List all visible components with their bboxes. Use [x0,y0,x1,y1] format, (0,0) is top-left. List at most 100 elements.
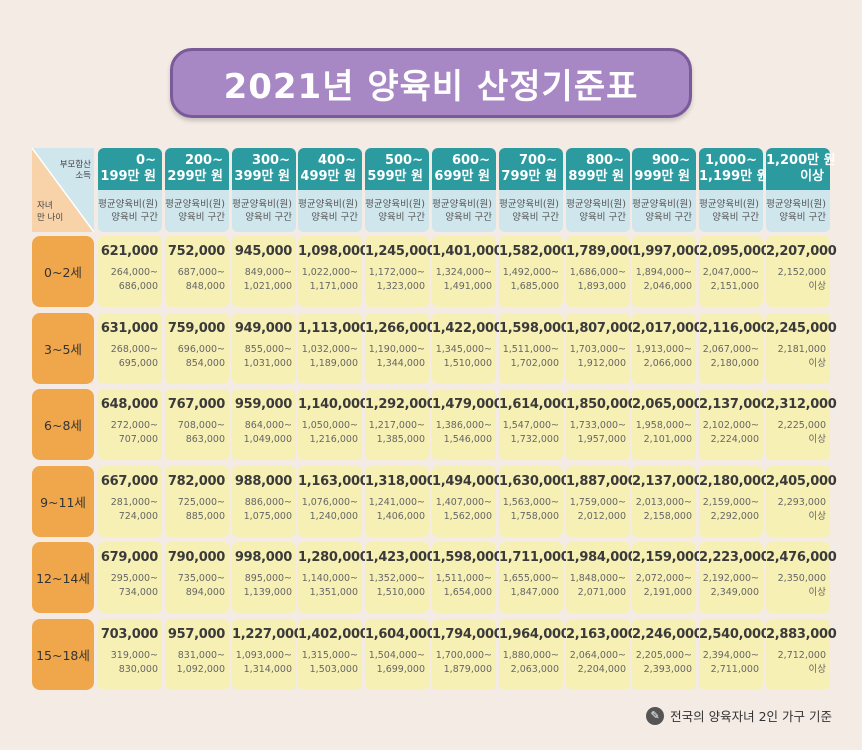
table-cell: 1,614,000 1,547,000~ 1,732,000 [499,389,570,460]
average-cost: 1,997,000 [632,244,703,259]
cost-range: 1,511,000~ 1,654,000 [432,572,492,600]
range-to: 707,000 [118,434,158,445]
range-to: 1,510,000 [376,587,425,598]
cost-range: 708,000~ 863,000 [165,419,225,447]
cost-range: 2,712,000 이상 [766,649,826,677]
range-to: 863,000 [185,434,225,445]
range-to: 2,711,000 [710,664,759,675]
table-cell: 2,312,000 2,225,000 이상 [766,389,837,460]
subheader-avg-label: 평균양육비(원) [432,199,492,210]
range-to: 854,000 [185,358,225,369]
table-cell: 1,630,000 1,563,000~ 1,758,000 [499,466,570,537]
table-cell: 1,598,000 1,511,000~ 1,654,000 [432,542,503,613]
cost-range: 2,067,000~ 2,180,000 [699,343,759,371]
range-to: 2,224,000 [710,434,759,445]
cost-range: 1,407,000~ 1,562,000 [432,496,492,524]
range-from: 735,000~ [177,573,225,584]
average-cost: 1,479,000 [432,397,503,412]
range-from: 1,345,000~ [435,344,492,355]
range-from: 2,102,000~ [702,420,759,431]
table-cell: 2,116,000 2,067,000~ 2,180,000 [699,313,770,384]
table-cell: 1,422,000 1,345,000~ 1,510,000 [432,313,503,384]
range-to: 1,314,000 [243,664,292,675]
range-from: 1,386,000~ [435,420,492,431]
average-cost: 1,292,000 [365,397,436,412]
average-cost: 1,401,000 [432,244,503,259]
cost-range: 1,700,000~ 1,879,000 [432,649,492,677]
column-header-line: 200~ [184,153,223,168]
range-from: 2,013,000~ [635,497,692,508]
table-cell: 1,423,000 1,352,000~ 1,510,000 [365,542,436,613]
range-to: 2,204,000 [577,664,626,675]
table-cell: 1,582,000 1,492,000~ 1,685,000 [499,236,570,307]
average-cost: 2,246,000 [632,627,703,642]
table-cell: 1,113,000 1,032,000~ 1,189,000 [298,313,369,384]
range-from: 708,000~ [177,420,225,431]
average-cost: 679,000 [100,550,158,565]
cost-range: 1,140,000~ 1,351,000 [298,572,358,600]
table-corner-header: 부모합산 소득 자녀 만 나이 [32,148,94,232]
page-title: 2021년 양육비 산정기준표 [223,66,639,107]
range-to: 2,066,000 [643,358,692,369]
average-cost: 1,711,000 [499,550,570,565]
subheader-avg-label: 평균양육비(원) [98,199,158,210]
column-header-line: 700~ [518,153,557,168]
average-cost: 1,318,000 [365,474,436,489]
range-to: 1,216,000 [309,434,358,445]
cost-range: 1,352,000~ 1,510,000 [365,572,425,600]
range-to: 2,063,000 [510,664,559,675]
range-to: 이상 [808,434,826,445]
subheader-avg-label: 평균양육비(원) [232,199,292,210]
table-cell: 957,000 831,000~ 1,092,000 [165,619,229,690]
column-subheader: 평균양육비(원) 양육비 구간 [232,190,296,232]
cost-range: 1,190,000~ 1,344,000 [365,343,425,371]
range-from: 1,547,000~ [502,420,559,431]
average-cost: 2,223,000 [699,550,770,565]
cost-range: 1,241,000~ 1,406,000 [365,496,425,524]
cost-range: 1,093,000~ 1,314,000 [232,649,292,677]
cost-range: 281,000~ 724,000 [98,496,158,524]
average-cost: 752,000 [167,244,225,259]
column-header-line: 300~ [251,153,290,168]
range-to: 이상 [808,358,826,369]
cost-range: 1,386,000~ 1,546,000 [432,419,492,447]
range-to: 1,491,000 [443,281,492,292]
column-header-line: 800~ [585,153,624,168]
range-from: 1,848,000~ [569,573,626,584]
range-to: 885,000 [185,511,225,522]
cost-range: 1,759,000~ 2,012,000 [566,496,626,524]
subheader-range-label: 양육비 구간 [779,212,826,223]
table-cell: 1,887,000 1,759,000~ 2,012,000 [566,466,637,537]
average-cost: 1,140,000 [298,397,369,412]
cost-range: 2,181,000 이상 [766,343,826,371]
range-from: 1,324,000~ [435,267,492,278]
column-subheader: 평균양육비(원) 양육비 구간 [298,190,362,232]
average-cost: 2,476,000 [766,550,837,565]
cost-range: 849,000~ 1,021,000 [232,266,292,294]
range-to: 1,699,000 [376,664,425,675]
average-cost: 949,000 [234,321,292,336]
range-to: 1,732,000 [510,434,559,445]
range-from: 1,894,000~ [635,267,692,278]
column-subheader: 평균양육비(원) 양육비 구간 [499,190,563,232]
range-from: 281,000~ [110,497,158,508]
subheader-range-label: 양육비 구간 [579,212,626,223]
average-cost: 1,280,000 [298,550,369,565]
average-cost: 1,113,000 [298,321,369,336]
range-from: 1,703,000~ [569,344,626,355]
range-to: 1,323,000 [376,281,425,292]
range-from: 2,225,000 [777,420,826,431]
column-header-line: 1,200만 원 [766,153,836,168]
table-cell: 1,098,000 1,022,000~ 1,171,000 [298,236,369,307]
column-header-line: 400~ [317,153,356,168]
table-cell: 767,000 708,000~ 863,000 [165,389,229,460]
subheader-avg-label: 평균양육비(원) [566,199,626,210]
range-from: 295,000~ [110,573,158,584]
range-to: 2,071,000 [577,587,626,598]
cost-range: 264,000~ 686,000 [98,266,158,294]
subheader-avg-label: 평균양육비(원) [499,199,559,210]
range-to: 1,510,000 [443,358,492,369]
table-cell: 1,140,000 1,050,000~ 1,216,000 [298,389,369,460]
table-cell: 2,540,000 2,394,000~ 2,711,000 [699,619,770,690]
cost-range: 1,032,000~ 1,189,000 [298,343,358,371]
